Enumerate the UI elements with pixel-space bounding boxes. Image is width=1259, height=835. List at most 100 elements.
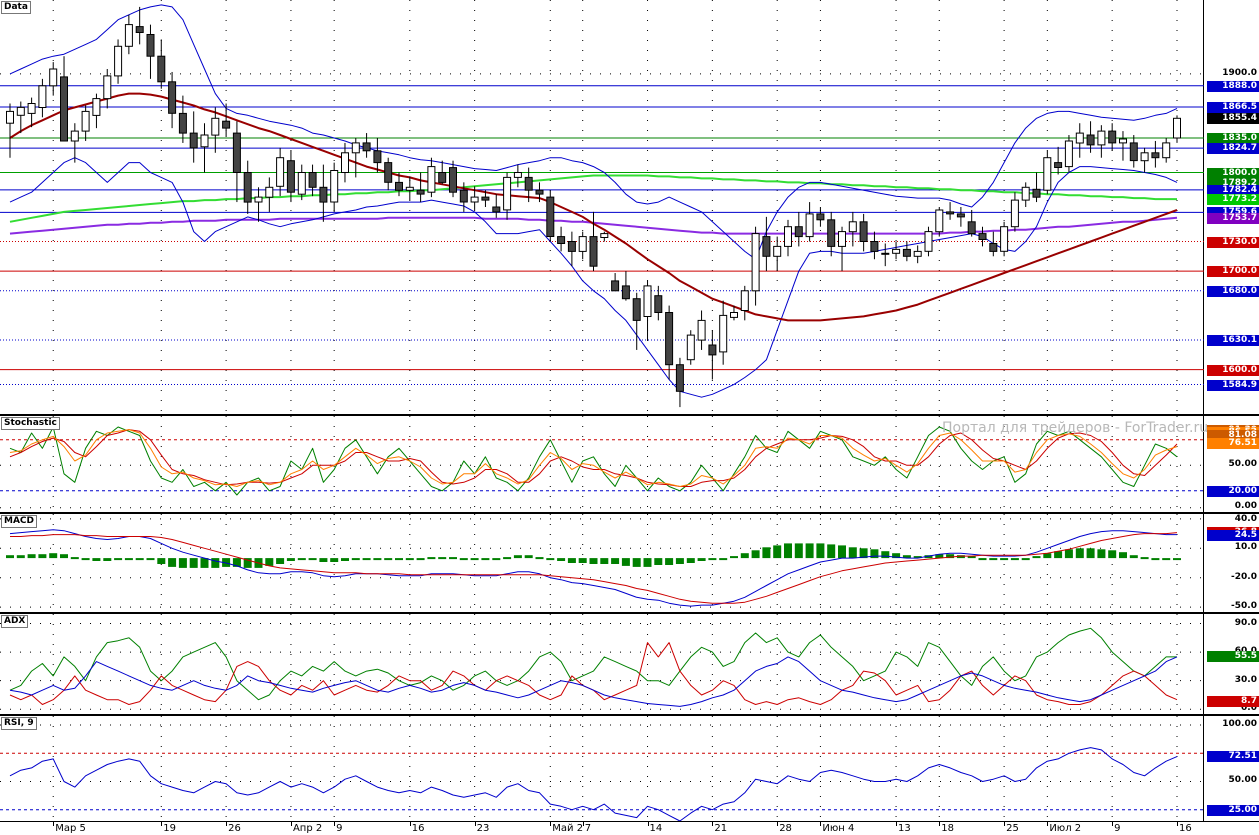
- candle-body: [459, 189, 468, 203]
- time-axis-label: 25: [1006, 823, 1019, 834]
- macd-histogram-bar: [1043, 553, 1052, 559]
- macd-histogram-bar: [892, 553, 901, 559]
- time-axis-tick: [647, 822, 649, 826]
- panel-divider[interactable]: [0, 612, 1259, 614]
- macd-histogram-bar: [146, 558, 155, 561]
- macd-histogram-bar: [600, 558, 609, 564]
- panel-divider[interactable]: [0, 414, 1259, 416]
- macd-panel[interactable]: 40.010.0-20.0-50.026.824.5 MACD: [0, 514, 1259, 612]
- level-value-tag: 1630.1: [1207, 334, 1259, 346]
- macd-histogram-bar: [740, 553, 749, 559]
- adx-series-line: [9, 627, 1177, 701]
- macd-histogram-bar: [632, 558, 641, 567]
- macd-histogram-bar: [1173, 558, 1181, 561]
- adx-plot[interactable]: [0, 614, 1204, 714]
- macd-histogram-bar: [265, 558, 274, 566]
- macd-histogram-bar: [784, 543, 792, 559]
- axis-tick-label: 100.00: [1222, 719, 1257, 730]
- candle-body: [405, 186, 414, 191]
- macd-histogram-bar: [1086, 548, 1095, 559]
- time-axis-tick: [550, 822, 552, 826]
- time-axis-tick: [290, 822, 292, 826]
- level-value-tag: 8.7: [1207, 695, 1259, 707]
- macd-histogram-bar: [848, 547, 857, 559]
- macd-histogram-bar: [557, 558, 566, 561]
- time-axis-label: 16: [411, 823, 425, 834]
- panel-divider[interactable]: [0, 714, 1259, 716]
- adx-chart-svg: [0, 614, 1204, 714]
- macd-histogram-bar: [1075, 548, 1084, 559]
- macd-histogram-bar: [1140, 557, 1149, 560]
- price-panel-title: Data: [1, 1, 31, 14]
- candle-body: [1119, 138, 1127, 144]
- macd-histogram-bar: [1097, 549, 1106, 559]
- stochastic-series-line: [9, 426, 1178, 496]
- candle-body: [222, 120, 231, 129]
- axis-tick-label: 50.00: [1228, 459, 1257, 470]
- candle-body: [395, 181, 403, 191]
- level-value-tag: 1855.4: [1207, 112, 1259, 124]
- candle-body: [524, 176, 533, 191]
- candle-body: [632, 298, 641, 321]
- adx-panel-title: ADX: [1, 615, 29, 628]
- macd-histogram-bar: [1054, 551, 1063, 559]
- candle-body: [60, 76, 68, 142]
- time-axis-tick: [161, 822, 163, 826]
- candle-body: [881, 252, 890, 255]
- candle-body: [103, 75, 112, 100]
- stochastic-plot[interactable]: [0, 416, 1204, 512]
- level-value-tag: 1835.0: [1207, 133, 1259, 144]
- axis-tick-label: 60.0: [1235, 646, 1257, 657]
- adx-panel[interactable]: 90.0 60.0 30.0 0.0 55.5 8.7 ADX: [0, 614, 1259, 714]
- price-panel[interactable]: 1900.0 1888.0 1866.5 1855.4 1835.0 1824.7 1800…: [0, 0, 1259, 414]
- time-axis-tick: [820, 822, 822, 826]
- candle-body: [276, 157, 285, 187]
- candle-body: [135, 26, 144, 34]
- candle-body: [297, 172, 306, 195]
- level-value-tag: 1759.6: [1207, 207, 1259, 219]
- axis-tick-label: 1900.0: [1222, 67, 1257, 78]
- macd-histogram-bar: [103, 558, 112, 561]
- candle-body: [211, 117, 220, 136]
- macd-histogram-bar: [459, 558, 468, 561]
- candle-body: [589, 236, 598, 267]
- macd-panel-title: MACD: [1, 515, 37, 528]
- candle-body: [600, 233, 609, 239]
- macd-histogram-bar: [816, 543, 825, 559]
- macd-histogram-bar: [902, 555, 911, 559]
- axis-tick-label: -20.0: [1231, 571, 1257, 582]
- macd-histogram-bar: [168, 558, 177, 567]
- price-plot[interactable]: [0, 0, 1204, 414]
- rsi-plot[interactable]: [0, 716, 1204, 822]
- candle-body: [989, 243, 998, 252]
- level-value-tag: 76.51: [1207, 437, 1259, 449]
- candle-body: [124, 24, 133, 47]
- macd-histogram-bar: [70, 557, 79, 560]
- macd-histogram-bar: [524, 555, 533, 559]
- candle-body: [330, 170, 339, 203]
- macd-plot[interactable]: [0, 514, 1204, 612]
- rsi-panel[interactable]: 100.00 50.00 72.51 25.00 RSI, 9: [0, 716, 1259, 822]
- candle-body: [946, 211, 955, 215]
- panel-divider[interactable]: [0, 512, 1259, 514]
- macd-histogram-bar: [124, 558, 133, 561]
- macd-histogram-bar: [211, 558, 220, 568]
- macd-histogram-bar: [60, 554, 68, 559]
- macd-histogram-bar: [697, 558, 706, 561]
- candle-body: [341, 152, 349, 174]
- adx-axis: 90.0 60.0 30.0 0.0 55.5 8.7: [1205, 614, 1259, 714]
- candle-body: [503, 176, 512, 211]
- candle-body: [967, 221, 976, 235]
- candle-body: [114, 45, 123, 77]
- candle-body: [200, 134, 209, 148]
- macd-histogram-bar: [384, 558, 393, 561]
- candle-body: [816, 213, 825, 221]
- macd-histogram-bar: [805, 543, 814, 559]
- macd-histogram-bar: [708, 558, 717, 561]
- candle-body: [513, 172, 522, 178]
- macd-histogram-bar: [157, 558, 166, 564]
- macd-histogram-bar: [1010, 558, 1019, 561]
- candle-body: [654, 295, 663, 314]
- stochastic-panel-title: Stochastic: [1, 417, 60, 430]
